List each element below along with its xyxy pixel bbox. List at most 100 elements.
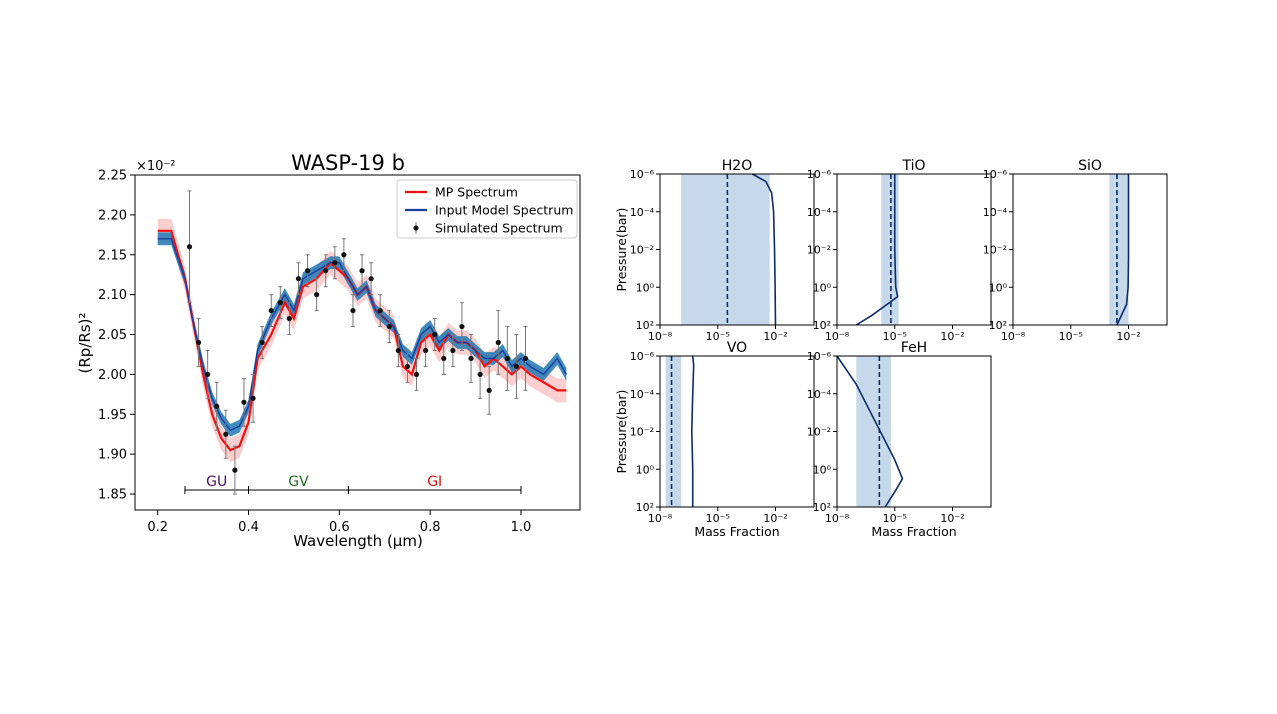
x-tick-label: 10⁻⁵ [1059, 330, 1083, 343]
input-model-line [157, 238, 567, 432]
panel-title: VO [727, 340, 747, 356]
legend-entry: MP Spectrum [435, 185, 518, 200]
legend-box [396, 179, 578, 239]
legend-entry: Input Model Spectrum [435, 203, 573, 218]
simulated-point [450, 347, 456, 354]
legend-marker [413, 225, 419, 231]
panel-frame [836, 173, 992, 326]
simulated-point [195, 339, 202, 346]
y-tick-label: 10⁻⁶ [630, 350, 655, 363]
simulated-point [432, 331, 438, 338]
y-tick-label: 10⁻⁴ [807, 206, 832, 219]
simulated-point [214, 403, 220, 409]
y-tick-label: 10⁻⁶ [630, 168, 655, 181]
x-tick-label: 1.0 [511, 520, 532, 535]
simulated-point [377, 307, 383, 314]
x-tick-label: 10⁻⁵ [883, 512, 907, 525]
panel-x-label: Mass Fraction [694, 524, 779, 539]
y-offset-text: ×10⁻² [136, 159, 176, 174]
panel-frame [659, 355, 815, 508]
y-tick-label: 10² [636, 319, 654, 332]
x-tick-label: 10⁻² [763, 512, 787, 525]
x-tick-label: 10⁻⁸ [648, 330, 673, 343]
panel-title: FeH [901, 340, 927, 356]
chart-title: WASP-19 b [291, 151, 405, 175]
plot-frame [134, 174, 581, 511]
simulated-point [468, 355, 474, 362]
y-tick-label: 10² [989, 319, 1007, 332]
simulated-point [268, 307, 274, 314]
panel-title: SiO [1078, 158, 1102, 174]
y-tick-label: 10⁻² [807, 244, 831, 257]
y-tick-label: 10⁻⁴ [630, 388, 655, 401]
x-tick-label: 10⁻⁵ [883, 330, 907, 343]
y-tick-label: 1.95 [98, 408, 127, 423]
simulated-point [368, 276, 374, 282]
y-tick-label: 10² [813, 319, 831, 332]
credible-region [856, 356, 891, 507]
simulated-point [295, 276, 302, 282]
y-tick-label: 2.25 [98, 169, 127, 184]
panel-y-label: Pressure(bar) [614, 390, 629, 474]
y-tick-label: 10⁻⁴ [630, 206, 655, 219]
simulated-point [250, 395, 256, 401]
y-tick-label: 10⁰ [813, 463, 832, 476]
simulated-point [304, 268, 311, 274]
y-axis-label: (Rp/Rs)² [76, 313, 94, 374]
y-tick-label: 2.05 [98, 328, 127, 343]
simulated-point [341, 252, 347, 258]
legend: MP Spectrum Input Model Spectrum Simulated… [396, 179, 578, 239]
simulated-point [323, 268, 329, 274]
x-tick-label: 10⁻⁸ [825, 512, 850, 525]
simulated-point [359, 268, 365, 274]
simulated-point [259, 339, 265, 346]
x-tick-label: 0.8 [420, 520, 441, 535]
y-tick-label: 2.10 [98, 288, 127, 303]
simulated-point [186, 244, 193, 250]
y-tick-label: 10⁻⁴ [807, 388, 832, 401]
spectrum-chart: WASP-19 b ×10⁻² 0.2 0.4 0.6 0.8 1.0 1.85 1.90… [76, 151, 581, 550]
panel-y-label: Pressure(bar) [614, 208, 629, 292]
panel-title: TiO [901, 158, 925, 174]
x-tick-label: 10⁻² [763, 330, 787, 343]
y-tick-label: 10⁰ [636, 281, 655, 294]
y-tick-label: 1.85 [98, 488, 127, 503]
simulated-point [441, 355, 447, 362]
x-tick-label: 10⁻⁵ [706, 512, 730, 525]
simulated-point [477, 371, 483, 378]
y-tick-label: 10⁻⁶ [807, 350, 832, 363]
abundance-profile [855, 174, 899, 326]
y-tick-label: 10⁻² [630, 426, 654, 439]
simulated-point [459, 323, 465, 330]
x-tick-label: 10⁻⁸ [1001, 330, 1026, 343]
simulated-point [423, 347, 429, 354]
band-label: GU [206, 474, 227, 490]
series-layer [157, 190, 567, 495]
simulated-point [223, 431, 229, 437]
x-tick-label: 10⁻⁸ [648, 512, 673, 525]
simulated-point [232, 467, 238, 473]
simulated-point [495, 339, 501, 346]
simulated-point [486, 387, 492, 393]
simulated-point [386, 323, 392, 330]
y-tick-label: 10⁰ [636, 463, 655, 476]
panel-title: H2O [722, 158, 752, 174]
x-tick-label: 0.4 [238, 520, 259, 535]
band-label: GV [288, 474, 309, 490]
simulated-point [413, 371, 420, 378]
panel-frame [1012, 173, 1168, 326]
y-tick-label: 10² [636, 501, 654, 514]
credible-region [665, 356, 682, 507]
y-tick-label: 10⁻⁶ [807, 168, 832, 181]
simulated-point [522, 355, 529, 362]
x-tick-label: 10⁻² [940, 512, 964, 525]
y-tick-label: 10⁻² [630, 244, 654, 257]
band-label: GI [427, 474, 442, 490]
abundance-profile [836, 355, 904, 508]
x-tick-label: 10⁻⁸ [825, 330, 850, 343]
y-tick-label: 10⁰ [989, 281, 1008, 294]
